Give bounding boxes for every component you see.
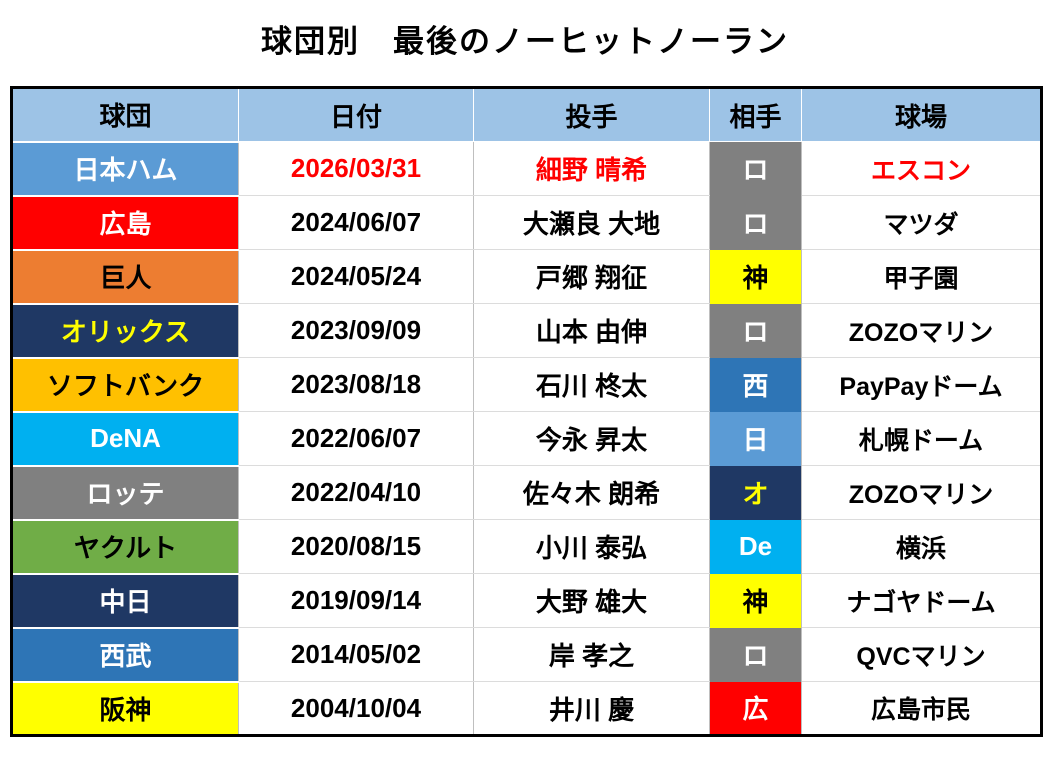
table-container: 球団 日付 投手 相手 球場 日本ハム 2026/03/31 細野 晴希 ロ エ… (10, 86, 1043, 737)
header-pitcher: 投手 (473, 87, 710, 142)
opponent-cell: ロ (709, 195, 802, 250)
pitcher-cell: 大瀬良 大地 (473, 195, 710, 250)
stadium-cell: ナゴヤドーム (801, 573, 1042, 628)
team-cell: 日本ハム (11, 140, 239, 197)
opponent-cell: 西 (709, 357, 802, 412)
date-cell: 2022/06/07 (238, 411, 474, 466)
table-row: 巨人 2024/05/24 戸郷 翔征 神 甲子園 (11, 248, 1042, 305)
pitcher-cell: 石川 柊太 (473, 357, 710, 412)
page-title: 球団別 最後のノーヒットノーラン (261, 24, 789, 59)
stadium-cell: 甲子園 (801, 249, 1042, 304)
opponent-cell: 広 (709, 681, 802, 736)
date-cell: 2022/04/10 (238, 465, 474, 520)
no-hitter-table: 球団 日付 投手 相手 球場 日本ハム 2026/03/31 細野 晴希 ロ エ… (10, 86, 1043, 737)
opponent-cell: 日 (709, 411, 802, 466)
header-opponent: 相手 (709, 87, 802, 142)
header-row: 球団 日付 投手 相手 球場 (11, 87, 1042, 142)
date-cell: 2023/08/18 (238, 357, 474, 412)
header-team: 球団 (11, 87, 239, 142)
pitcher-cell: 岸 孝之 (473, 627, 710, 682)
table-body: 日本ハム 2026/03/31 細野 晴希 ロ エスコン 広島 2024/06/… (11, 140, 1042, 737)
date-cell: 2020/08/15 (238, 519, 474, 574)
table-row: ソフトバンク 2023/08/18 石川 柊太 西 PayPayドーム (11, 356, 1042, 413)
date-cell: 2019/09/14 (238, 573, 474, 628)
stadium-cell: 札幌ドーム (801, 411, 1042, 466)
table-row: ロッテ 2022/04/10 佐々木 朗希 オ ZOZOマリン (11, 464, 1042, 521)
table-row: オリックス 2023/09/09 山本 由伸 ロ ZOZOマリン (11, 302, 1042, 359)
pitcher-cell: 大野 雄大 (473, 573, 710, 628)
stadium-cell: PayPayドーム (801, 357, 1042, 412)
stadium-cell: ZOZOマリン (801, 303, 1042, 358)
date-cell: 2024/05/24 (238, 249, 474, 304)
pitcher-cell: 小川 泰弘 (473, 519, 710, 574)
date-cell: 2023/09/09 (238, 303, 474, 358)
table-row: ヤクルト 2020/08/15 小川 泰弘 De 横浜 (11, 518, 1042, 575)
pitcher-cell: 戸郷 翔征 (473, 249, 710, 304)
stadium-cell: ZOZOマリン (801, 465, 1042, 520)
opponent-cell: 神 (709, 249, 802, 304)
team-cell: ヤクルト (11, 518, 239, 575)
date-cell: 2026/03/31 (238, 141, 474, 196)
opponent-cell: ロ (709, 141, 802, 196)
pitcher-cell: 井川 慶 (473, 681, 710, 736)
team-cell: DeNA (11, 410, 239, 467)
table-row: 広島 2024/06/07 大瀬良 大地 ロ マツダ (11, 194, 1042, 251)
date-cell: 2004/10/04 (238, 681, 474, 736)
team-cell: 中日 (11, 572, 239, 629)
team-cell: 阪神 (11, 680, 239, 737)
table-row: 中日 2019/09/14 大野 雄大 神 ナゴヤドーム (11, 572, 1042, 629)
team-cell: 広島 (11, 194, 239, 251)
opponent-cell: 神 (709, 573, 802, 628)
team-cell: ソフトバンク (11, 356, 239, 413)
date-cell: 2014/05/02 (238, 627, 474, 682)
header-date: 日付 (238, 87, 474, 142)
opponent-cell: ロ (709, 627, 802, 682)
table-row: DeNA 2022/06/07 今永 昇太 日 札幌ドーム (11, 410, 1042, 467)
pitcher-cell: 佐々木 朗希 (473, 465, 710, 520)
team-cell: オリックス (11, 302, 239, 359)
opponent-cell: オ (709, 465, 802, 520)
stadium-cell: マツダ (801, 195, 1042, 250)
stadium-cell: 横浜 (801, 519, 1042, 574)
pitcher-cell: 今永 昇太 (473, 411, 710, 466)
table-row: 日本ハム 2026/03/31 細野 晴希 ロ エスコン (11, 140, 1042, 197)
header-stadium: 球場 (801, 87, 1042, 142)
pitcher-cell: 細野 晴希 (473, 141, 710, 196)
stadium-cell: エスコン (801, 141, 1042, 196)
stadium-cell: QVCマリン (801, 627, 1042, 682)
stadium-cell: 広島市民 (801, 681, 1042, 736)
date-cell: 2024/06/07 (238, 195, 474, 250)
table-row: 西武 2014/05/02 岸 孝之 ロ QVCマリン (11, 626, 1042, 683)
opponent-cell: ロ (709, 303, 802, 358)
team-cell: 西武 (11, 626, 239, 683)
opponent-cell: De (709, 519, 802, 574)
team-cell: 巨人 (11, 248, 239, 305)
table-row: 阪神 2004/10/04 井川 慶 広 広島市民 (11, 680, 1042, 737)
team-cell: ロッテ (11, 464, 239, 521)
pitcher-cell: 山本 由伸 (473, 303, 710, 358)
